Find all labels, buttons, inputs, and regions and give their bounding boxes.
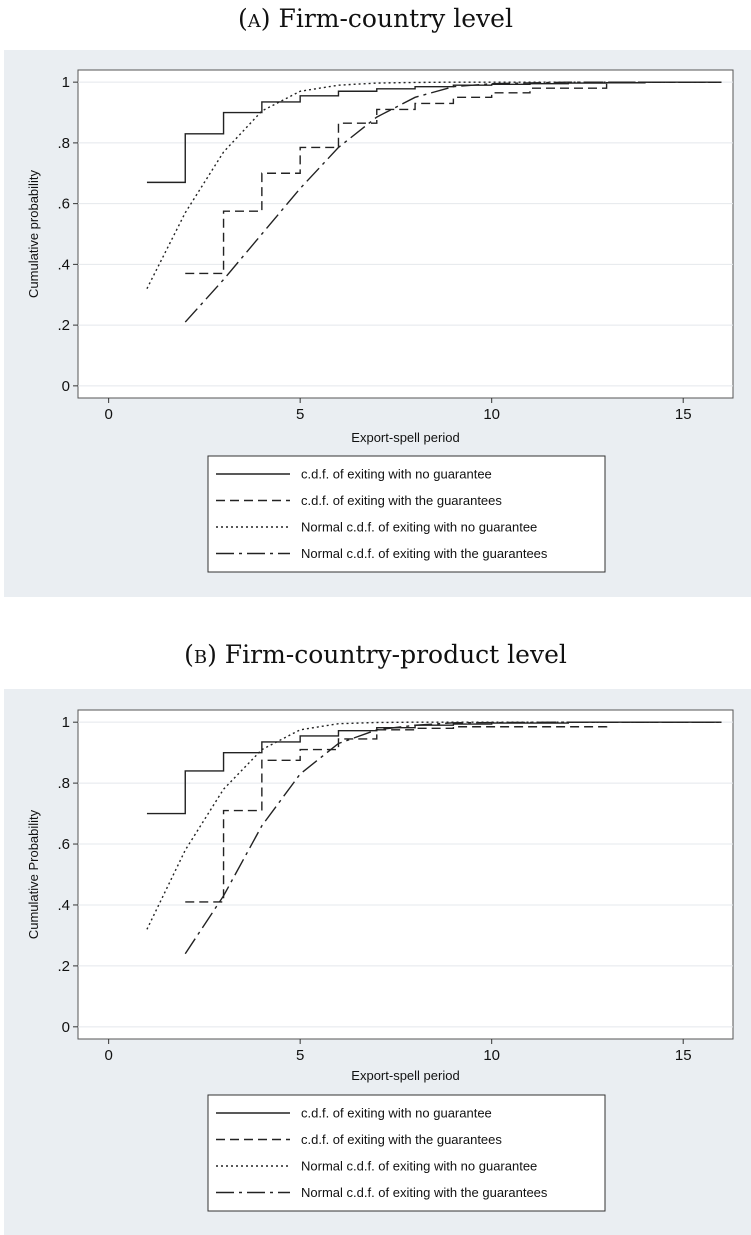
series-line-2 bbox=[185, 721, 722, 903]
y-tick-label: 1 bbox=[62, 714, 70, 731]
x-tick-label: 15 bbox=[675, 406, 692, 423]
x-tick-label: 15 bbox=[675, 1047, 692, 1064]
chart-panel-b: 0.2.4.6.8 1 0 5 10 15 Export-spell period Cumul… bbox=[4, 689, 751, 1235]
y-tick-label: 1 bbox=[62, 74, 70, 91]
y-tick-label: 0 bbox=[62, 1019, 70, 1036]
y-tick-label: .6 bbox=[57, 836, 70, 853]
legend-label-4: Normal c.d.f. of exiting with the guaran… bbox=[301, 1185, 548, 1200]
y-tick-label: .6 bbox=[57, 196, 70, 213]
caption-a-title: Firm-country level bbox=[278, 4, 513, 33]
y-tick-label: .8 bbox=[57, 775, 70, 792]
legend-label-1: c.d.f. of exiting with no guarantee bbox=[301, 467, 492, 482]
x-tick-label: 10 bbox=[483, 406, 500, 423]
x-tick-label: 5 bbox=[296, 1047, 304, 1064]
chart-panel-a: 0.2.4.6.8 1 0 5 10 15 Export-spell period Cumul… bbox=[4, 50, 751, 597]
x-axis-label: Export-spell period bbox=[351, 1068, 459, 1083]
plot-area bbox=[77, 709, 734, 1040]
x-tick-label: 10 bbox=[483, 1047, 500, 1064]
series-line-1 bbox=[146, 721, 722, 815]
x-axis-label: Export-spell period bbox=[351, 430, 459, 445]
y-tick-label: .4 bbox=[57, 256, 70, 273]
series-line-4 bbox=[184, 81, 722, 323]
caption-a-label: (a) bbox=[238, 4, 271, 33]
legend-label-4: Normal c.d.f. of exiting with the guaran… bbox=[301, 546, 548, 561]
y-tick-label: .4 bbox=[57, 897, 70, 914]
series-line-1 bbox=[146, 81, 722, 184]
legend-label-2: c.d.f. of exiting with the guarantees bbox=[301, 493, 502, 508]
legend-label-3: Normal c.d.f. of exiting with no guarant… bbox=[301, 1159, 537, 1174]
legend-box bbox=[207, 1094, 606, 1212]
legend-label-1: c.d.f. of exiting with no guarantee bbox=[301, 1106, 492, 1121]
y-axis-label: Cumulative Probability bbox=[26, 809, 41, 939]
series-line-4 bbox=[184, 721, 722, 955]
y-tick-label: .8 bbox=[57, 135, 70, 152]
caption-b-label: (b) bbox=[184, 640, 217, 669]
x-tick-label: 0 bbox=[104, 1047, 112, 1064]
legend-box bbox=[207, 455, 606, 573]
y-tick-label: .2 bbox=[57, 958, 70, 975]
caption-a: (a) Firm-country level bbox=[0, 4, 751, 33]
y-tick-label: .2 bbox=[57, 317, 70, 334]
y-tick-label: 0 bbox=[62, 378, 70, 395]
plot-area bbox=[77, 69, 734, 399]
x-tick-label: 0 bbox=[104, 406, 112, 423]
legend-label-3: Normal c.d.f. of exiting with no guarant… bbox=[301, 520, 537, 535]
y-axis-label: Cumulative probability bbox=[26, 170, 41, 298]
caption-b-title: Firm-country-product level bbox=[224, 640, 567, 669]
legend-label-2: c.d.f. of exiting with the guarantees bbox=[301, 1132, 502, 1147]
series-line-2 bbox=[185, 81, 722, 275]
x-tick-label: 5 bbox=[296, 406, 304, 423]
caption-b: (b) Firm-country-product level bbox=[0, 640, 751, 669]
